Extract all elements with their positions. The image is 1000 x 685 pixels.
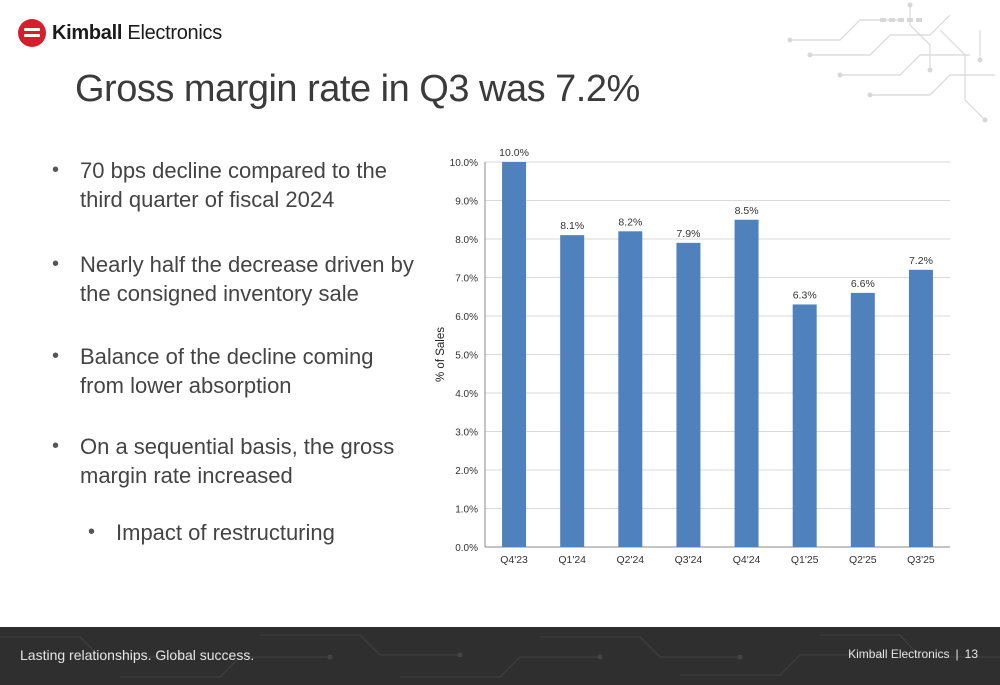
x-tick-label: Q4'24 bbox=[733, 554, 761, 566]
bar bbox=[792, 304, 817, 547]
y-tick-label: 3.0% bbox=[455, 428, 478, 439]
bar bbox=[734, 219, 759, 547]
sub-bullet-item: Impact of restructuring bbox=[50, 518, 335, 547]
bullet-item: Balance of the decline coming from lower… bbox=[50, 342, 420, 400]
y-tick-label: 6.0% bbox=[455, 312, 478, 323]
footer-tagline: Lasting relationships. Global success. bbox=[20, 647, 255, 663]
data-label: 8.5% bbox=[735, 205, 759, 217]
x-tick-label: Q3'25 bbox=[907, 554, 935, 566]
x-tick-label: Q4'23 bbox=[500, 554, 528, 566]
page-number: 13 bbox=[964, 647, 978, 661]
bar bbox=[676, 242, 701, 547]
y-tick-label: 1.0% bbox=[455, 505, 478, 516]
footer-company: Kimball Electronics bbox=[848, 647, 950, 661]
logo-wordmark: Kimball Electronics bbox=[52, 22, 222, 45]
y-tick-label: 5.0% bbox=[455, 351, 478, 362]
y-tick-label: 7.0% bbox=[455, 274, 478, 285]
x-tick-label: Q3'24 bbox=[675, 554, 703, 566]
data-label: 7.9% bbox=[676, 228, 700, 240]
logo-brand: Kimball bbox=[52, 21, 123, 44]
y-axis-title: % of Sales bbox=[435, 327, 447, 382]
bullet-item: On a sequential basis, the gross margin … bbox=[50, 432, 420, 490]
bar bbox=[908, 269, 933, 547]
x-tick-label: Q1'25 bbox=[791, 554, 819, 566]
slide-title: Gross margin rate in Q3 was 7.2% bbox=[75, 68, 640, 110]
bar bbox=[850, 292, 875, 547]
y-tick-label: 0.0% bbox=[455, 543, 478, 554]
footer-separator: | bbox=[955, 647, 959, 661]
data-label: 6.6% bbox=[851, 278, 875, 290]
data-label: 10.0% bbox=[499, 147, 529, 159]
bullet-item: Nearly half the decrease driven by the c… bbox=[50, 250, 420, 308]
x-tick-label: Q1'24 bbox=[558, 554, 586, 566]
bar bbox=[618, 231, 643, 548]
data-label: 8.1% bbox=[560, 220, 584, 232]
x-tick-label: Q2'25 bbox=[849, 554, 877, 566]
y-tick-label: 10.0% bbox=[450, 158, 478, 169]
logo-suffix: Electronics bbox=[127, 21, 222, 44]
x-tick-label: Q2'24 bbox=[616, 554, 644, 566]
bar bbox=[560, 235, 585, 547]
y-tick-label: 8.0% bbox=[455, 235, 478, 246]
bar bbox=[502, 162, 527, 547]
y-tick-label: 2.0% bbox=[455, 466, 478, 477]
company-logo: Kimball Electronics bbox=[18, 18, 222, 48]
y-tick-label: 9.0% bbox=[455, 197, 478, 208]
footer-page-info: Kimball Electronics | 13 bbox=[848, 647, 978, 661]
data-label: 6.3% bbox=[793, 289, 817, 301]
bullet-item: 70 bps decline compared to the third qua… bbox=[50, 156, 420, 214]
footer-bar: Lasting relationships. Global success. K… bbox=[0, 627, 1000, 685]
gross-margin-chart: 0.0% 1.0% 2.0% 3.0% 4.0% 5.0% 6.0% 7.0% 8.0% 9.0%… bbox=[430, 135, 960, 580]
kimball-logo-icon bbox=[18, 19, 46, 47]
y-tick-label: 4.0% bbox=[455, 389, 478, 400]
data-label: 8.2% bbox=[618, 216, 642, 228]
bar-chart-svg: 0.0% 1.0% 2.0% 3.0% 4.0% 5.0% 6.0% 7.0% 8.0% 9.0%… bbox=[435, 147, 950, 566]
footer-circuit-icon bbox=[0, 634, 1000, 678]
circuit-decoration-icon bbox=[787, 2, 995, 123]
data-label: 7.2% bbox=[909, 255, 933, 267]
